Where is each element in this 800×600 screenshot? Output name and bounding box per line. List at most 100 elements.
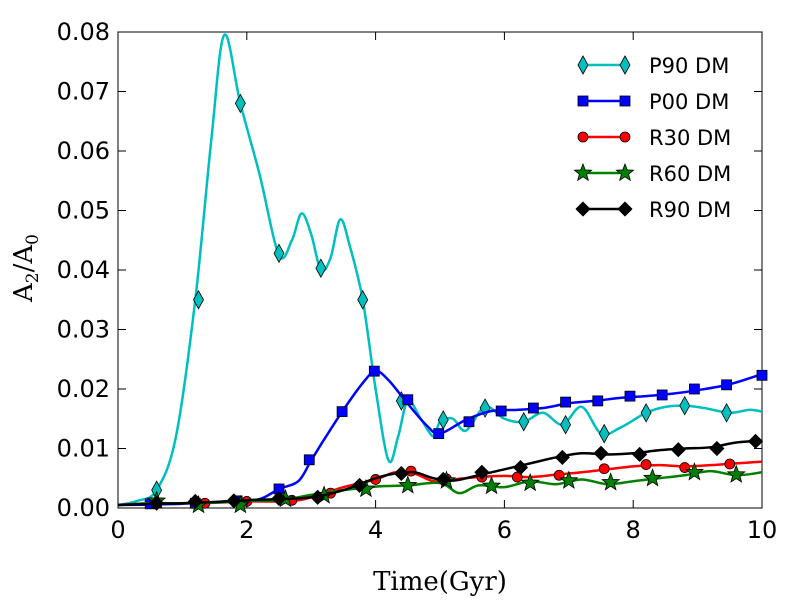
y-tick-label-1: 0.01 bbox=[57, 435, 110, 463]
series-3-point-14 bbox=[726, 464, 746, 483]
series-3-point-9 bbox=[520, 472, 540, 492]
series-0 bbox=[117, 33, 763, 507]
y-tick-label-7: 0.07 bbox=[57, 78, 110, 106]
legend-label-0: P90 DM bbox=[649, 54, 729, 78]
series-4-point-10 bbox=[554, 449, 570, 465]
series-0-point-3 bbox=[273, 243, 285, 264]
series-1-point-17 bbox=[721, 379, 732, 391]
series-4-point-14 bbox=[709, 440, 725, 457]
series-3-point-12 bbox=[642, 468, 663, 487]
series-4-point-0 bbox=[149, 495, 165, 511]
series-4-point-11 bbox=[593, 445, 609, 461]
y-axis-label-slash: /A bbox=[9, 244, 39, 273]
series-1-point-6 bbox=[368, 365, 380, 377]
series-3-point-8 bbox=[481, 475, 502, 495]
series-2-point-9 bbox=[511, 471, 523, 483]
y-tick-label-5: 0.05 bbox=[57, 197, 110, 225]
series-1-point-14 bbox=[624, 390, 636, 402]
series-4-point-8 bbox=[474, 464, 490, 480]
legend-entry-1: P00 DM bbox=[577, 90, 729, 114]
series-4-point-15 bbox=[747, 433, 764, 449]
series-3-point-6 bbox=[398, 475, 418, 494]
series-4-point-2 bbox=[226, 493, 242, 509]
legend-marker-3-a bbox=[573, 162, 593, 182]
series-3-point-11 bbox=[601, 472, 621, 491]
x-axis-label: Time(Gyr) bbox=[373, 567, 507, 597]
ticks-layer: 0 2 4 6 8 10 0.00 0.01 0.02 0.03 0.04 0.05 0.06 0.07 0… bbox=[57, 18, 778, 544]
series-0-point-11 bbox=[598, 423, 610, 444]
y-tick-label-2: 0.02 bbox=[57, 375, 110, 403]
legend-label-2: R30 DM bbox=[649, 126, 731, 150]
y-tick-label-3: 0.03 bbox=[57, 316, 110, 344]
series-4-point-4 bbox=[310, 489, 326, 505]
series-3-point-10 bbox=[559, 470, 579, 489]
legend-marker-4-a bbox=[575, 201, 591, 217]
legend-marker-2-b bbox=[619, 131, 631, 143]
legend-marker-0-b bbox=[619, 55, 631, 75]
series-4-point-1 bbox=[187, 493, 203, 510]
series-1-point-12 bbox=[560, 396, 571, 408]
legend-entry-4: R90 DM bbox=[575, 198, 731, 222]
series-line-0 bbox=[117, 33, 763, 507]
series-2-point-11 bbox=[598, 463, 610, 475]
x-tick-label-5: 10 bbox=[747, 516, 778, 544]
x-tick-label-1: 2 bbox=[239, 516, 254, 544]
series-4-point-3 bbox=[271, 490, 287, 507]
y-axis-label-sub2: 0 bbox=[23, 234, 43, 245]
x-tick-label-2: 4 bbox=[368, 516, 383, 544]
series-0-point-9 bbox=[518, 411, 530, 432]
series-4-point-7 bbox=[435, 471, 451, 488]
series-1-point-10 bbox=[495, 405, 507, 417]
series-line-4 bbox=[117, 439, 763, 507]
legend-marker-4-b bbox=[617, 201, 633, 217]
series-1-point-4 bbox=[303, 454, 315, 466]
series-0-point-1 bbox=[193, 289, 204, 310]
y-tick-label-8: 0.08 bbox=[57, 18, 110, 46]
y-tick-label-0: 0.00 bbox=[57, 494, 110, 522]
x-tick-label-0: 0 bbox=[110, 516, 125, 544]
y-axis-label-main: A bbox=[9, 282, 39, 303]
legend-label-1: P00 DM bbox=[649, 90, 729, 114]
series-0-point-14 bbox=[721, 402, 733, 423]
y-tick-label-4: 0.04 bbox=[57, 256, 110, 284]
series-4-point-9 bbox=[512, 459, 529, 476]
legend-label-4: R90 DM bbox=[649, 198, 731, 222]
series-4-point-6 bbox=[393, 465, 409, 482]
series-4-point-5 bbox=[351, 477, 368, 493]
legend-marker-0-a bbox=[577, 55, 589, 75]
legend-entry-0: P90 DM bbox=[577, 54, 729, 78]
series-2-point-14 bbox=[724, 458, 736, 470]
series-1-point-15 bbox=[656, 389, 668, 401]
legend: P90 DM P00 DM R30 DM R60 DM R90 DM bbox=[573, 54, 731, 222]
series-1-point-13 bbox=[592, 395, 604, 407]
legend-marker-3-b bbox=[615, 162, 635, 182]
series-1-point-7 bbox=[402, 394, 414, 406]
series-0-point-5 bbox=[357, 289, 369, 310]
y-tick-label-6: 0.06 bbox=[57, 137, 110, 165]
legend-entry-3: R60 DM bbox=[573, 162, 731, 186]
series-1-point-8 bbox=[433, 428, 445, 440]
legend-marker-1-a bbox=[577, 95, 589, 107]
series-0-point-4 bbox=[315, 258, 327, 279]
series-4-point-12 bbox=[632, 446, 648, 463]
series-0-point-7 bbox=[437, 410, 449, 430]
series-1-point-11 bbox=[527, 402, 539, 414]
series-0-point-10 bbox=[560, 414, 572, 435]
series-4 bbox=[117, 433, 764, 511]
series-1-point-16 bbox=[688, 383, 700, 395]
series-3-point-13 bbox=[684, 462, 705, 481]
series-0-point-12 bbox=[640, 402, 652, 423]
legend-label-3: R60 DM bbox=[649, 162, 731, 186]
series-1-point-5 bbox=[336, 406, 348, 418]
legend-entry-2: R30 DM bbox=[577, 126, 731, 150]
x-tick-label-3: 6 bbox=[497, 516, 512, 544]
series-0-point-2 bbox=[234, 93, 246, 114]
series-3 bbox=[117, 462, 763, 514]
legend-marker-1-b bbox=[619, 95, 631, 107]
series-0-point-13 bbox=[679, 395, 691, 416]
series-1-point-9 bbox=[463, 416, 475, 428]
legend-marker-2-a bbox=[577, 131, 589, 143]
y-axis-label-sub1: 2 bbox=[23, 272, 43, 283]
y-axis-label: A2/A0 bbox=[9, 234, 43, 303]
